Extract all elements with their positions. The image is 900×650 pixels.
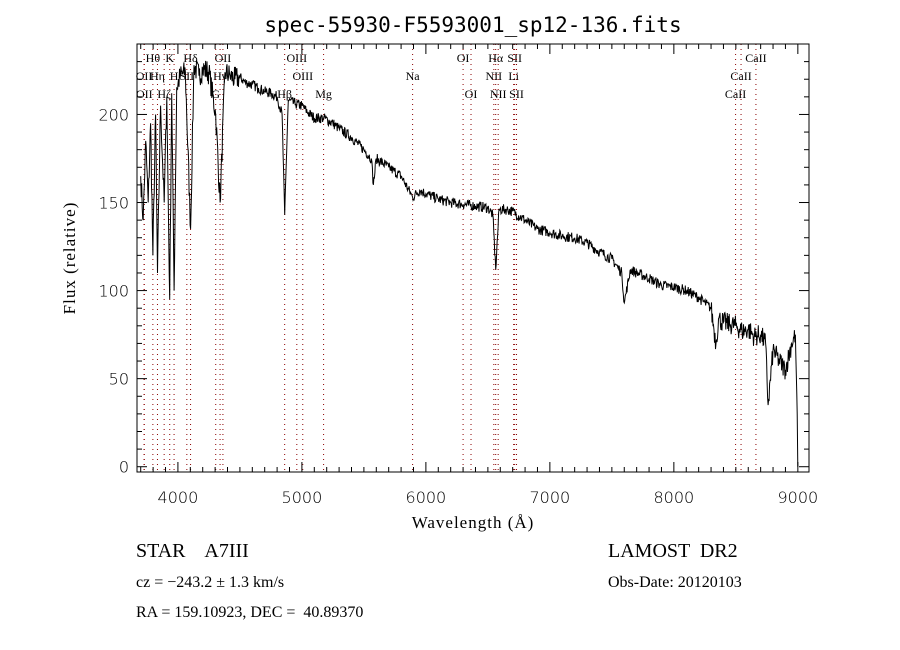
spectrum-line xyxy=(140,59,799,467)
x-tick-label: 4000 xyxy=(158,488,199,507)
x-tick-label: 6000 xyxy=(406,488,447,507)
y-tick-label: 50 xyxy=(109,370,129,389)
line-marker-label: CaII xyxy=(730,69,751,83)
y-tick-label: 200 xyxy=(98,105,129,124)
line-marker-label: OI xyxy=(465,87,478,101)
line-marker-label: H xyxy=(170,69,179,83)
line-marker-label: Hθ xyxy=(146,51,161,65)
line-marker-label: K xyxy=(165,51,174,65)
x-tick-label: 7000 xyxy=(530,488,571,507)
coordinates: RA = 159.10923, DEC = 40.89370 xyxy=(136,604,364,621)
x-tick-label: 5000 xyxy=(282,488,323,507)
chart-title: spec-55930-F5593001_sp12-136.fits xyxy=(264,13,681,37)
redshift: cz = −243.2 ± 1.3 km/s xyxy=(136,574,285,591)
line-marker-label: OII xyxy=(136,87,153,101)
survey-name: LAMOST DR2 xyxy=(608,540,738,562)
line-marker-label: SII xyxy=(507,51,522,65)
y-tick-label: 0 xyxy=(119,458,129,477)
x-tick-label: 9000 xyxy=(777,488,818,507)
y-tick-label: 100 xyxy=(98,282,129,301)
y-axis-label: Flux (relative) xyxy=(60,202,79,315)
line-marker-label: OI xyxy=(457,51,470,65)
y-tick-label: 150 xyxy=(98,194,129,213)
line-marker-label: OIII xyxy=(292,69,313,83)
line-marker-label: Mg xyxy=(315,87,332,101)
line-marker-label: OII xyxy=(215,51,232,65)
object-class: STAR A7III xyxy=(136,540,249,562)
line-marker-label: Hη xyxy=(150,69,165,83)
line-marker-label: NII xyxy=(490,87,507,101)
obs-date: Obs-Date: 20120103 xyxy=(608,574,742,591)
line-marker-label: OIII xyxy=(286,51,307,65)
line-marker-label: SII xyxy=(509,87,524,101)
line-marker-label: Hβ xyxy=(277,87,292,101)
x-tick-label: 8000 xyxy=(653,488,694,507)
line-marker-label: CaII xyxy=(725,87,746,101)
line-marker-label: Hα xyxy=(488,51,504,65)
plot-frame xyxy=(136,43,810,473)
line-marker-label: CaII xyxy=(745,51,766,65)
line-marker-label: Hδ xyxy=(183,51,198,65)
x-axis-label: Wavelength (Å) xyxy=(412,513,535,532)
line-marker-label: Hζ xyxy=(157,87,171,101)
line-marker-label: G xyxy=(211,87,220,101)
line-marker-label: Na xyxy=(406,69,421,83)
line-marker-label: NII xyxy=(485,69,502,83)
line-marker-label: Li xyxy=(508,69,519,83)
